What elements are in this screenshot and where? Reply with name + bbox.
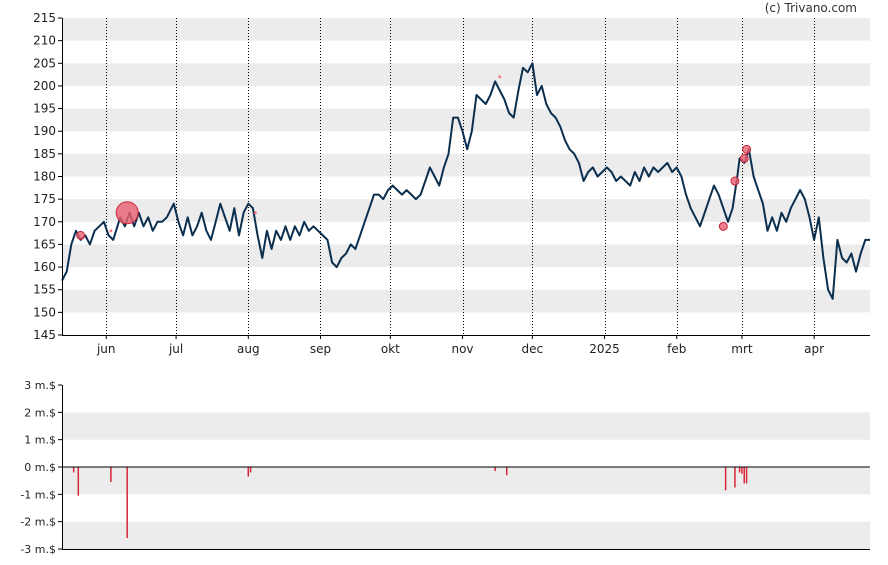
price-band (62, 18, 870, 41)
price-x-tick-label: aug (237, 342, 260, 356)
price-axes (62, 18, 870, 336)
volume-band (62, 467, 870, 495)
price-band (62, 244, 870, 268)
volume-bar (741, 467, 743, 474)
volume-bar (249, 467, 252, 473)
volume-background-bands (62, 412, 870, 549)
price-month-gridlines (106, 18, 815, 335)
price-x-tick-label: 2025 (589, 342, 620, 356)
volume-bar (72, 467, 75, 473)
volume-y-tick-label: 1 m.$ (24, 434, 56, 447)
volume-axes (62, 385, 870, 550)
volume-y-tick-label: -2 m.$ (20, 516, 56, 529)
price-x-axis-ticks: jun jul aug sep okt nov dec 2025 feb mrt apr (96, 335, 824, 356)
price-x-tick-label: jul (168, 342, 183, 356)
trade-marker (742, 144, 752, 154)
price-y-tick-label: 210 (33, 34, 56, 48)
volume-band (62, 521, 870, 549)
price-y-tick-label: 215 (33, 11, 56, 25)
trade-marker (115, 201, 139, 225)
price-y-tick-label: 180 (33, 170, 56, 184)
volume-bar (745, 467, 748, 484)
trade-marker (76, 230, 86, 240)
volume-bar (734, 467, 736, 488)
price-series (61, 62, 870, 300)
price-band (62, 63, 870, 86)
volume-bar (126, 467, 128, 539)
trade-marker (253, 211, 257, 215)
trade-marker (739, 153, 749, 163)
volume-bar (494, 467, 496, 472)
price-y-tick-label: 150 (33, 305, 56, 319)
volume-bar (505, 467, 508, 476)
trade-markers (76, 75, 752, 240)
volume-bar (110, 467, 112, 483)
price-y-tick-label: 155 (33, 283, 56, 297)
price-band (62, 199, 870, 222)
price-y-tick-label: 195 (33, 102, 56, 116)
volume-bar (77, 467, 80, 496)
price-x-tick-label: dec (522, 342, 544, 356)
volume-bar (738, 467, 741, 473)
price-y-tick-label: 175 (33, 192, 56, 206)
price-y-axis-ticks: 145 150 155 160 165 170 175 180 185 190 195 200 205 2… (33, 11, 62, 342)
price-x-tick-label: apr (804, 342, 824, 356)
price-y-tick-label: 190 (33, 124, 56, 138)
copyright-credit: (c) Trivano.com (764, 1, 857, 15)
volume-y-axis-ticks: -3 m.$ -2 m.$ -1 m.$ 0 m.$ 1 m.$ 2 m.$ 3 m.$ (20, 379, 62, 556)
volume-bars (72, 467, 748, 539)
price-line (61, 62, 870, 300)
price-band (62, 153, 870, 177)
trade-marker (718, 221, 728, 231)
volume-y-tick-label: 2 m.$ (24, 406, 56, 419)
trade-marker (498, 75, 502, 79)
volume-y-tick-label: -1 m.$ (20, 488, 56, 501)
price-x-tick-label: okt (381, 342, 400, 356)
price-x-tick-label: feb (667, 342, 686, 356)
price-y-tick-label: 160 (33, 260, 56, 274)
price-y-tick-label: 145 (33, 328, 56, 342)
price-x-tick-label: jun (96, 342, 116, 356)
volume-bar (247, 467, 250, 477)
price-y-tick-label: 165 (33, 237, 56, 251)
price-y-tick-label: 200 (33, 79, 56, 93)
price-x-tick-label: mrt (731, 342, 753, 356)
volume-y-tick-label: 0 m.$ (24, 461, 56, 474)
trade-marker (730, 176, 740, 186)
volume-band (62, 412, 870, 440)
trade-marker (109, 229, 113, 233)
price-y-tick-label: 185 (33, 147, 56, 161)
price-y-tick-label: 170 (33, 215, 56, 229)
price-y-tick-label: 205 (33, 56, 56, 70)
volume-bar (724, 467, 727, 491)
price-x-tick-label: nov (451, 342, 473, 356)
price-x-tick-label: sep (310, 342, 331, 356)
price-background-bands (62, 18, 870, 313)
volume-y-tick-label: -3 m.$ (20, 543, 56, 556)
price-band (62, 108, 870, 132)
price-band (62, 289, 870, 313)
volume-bar (743, 467, 746, 484)
volume-y-tick-label: 3 m.$ (24, 379, 56, 392)
